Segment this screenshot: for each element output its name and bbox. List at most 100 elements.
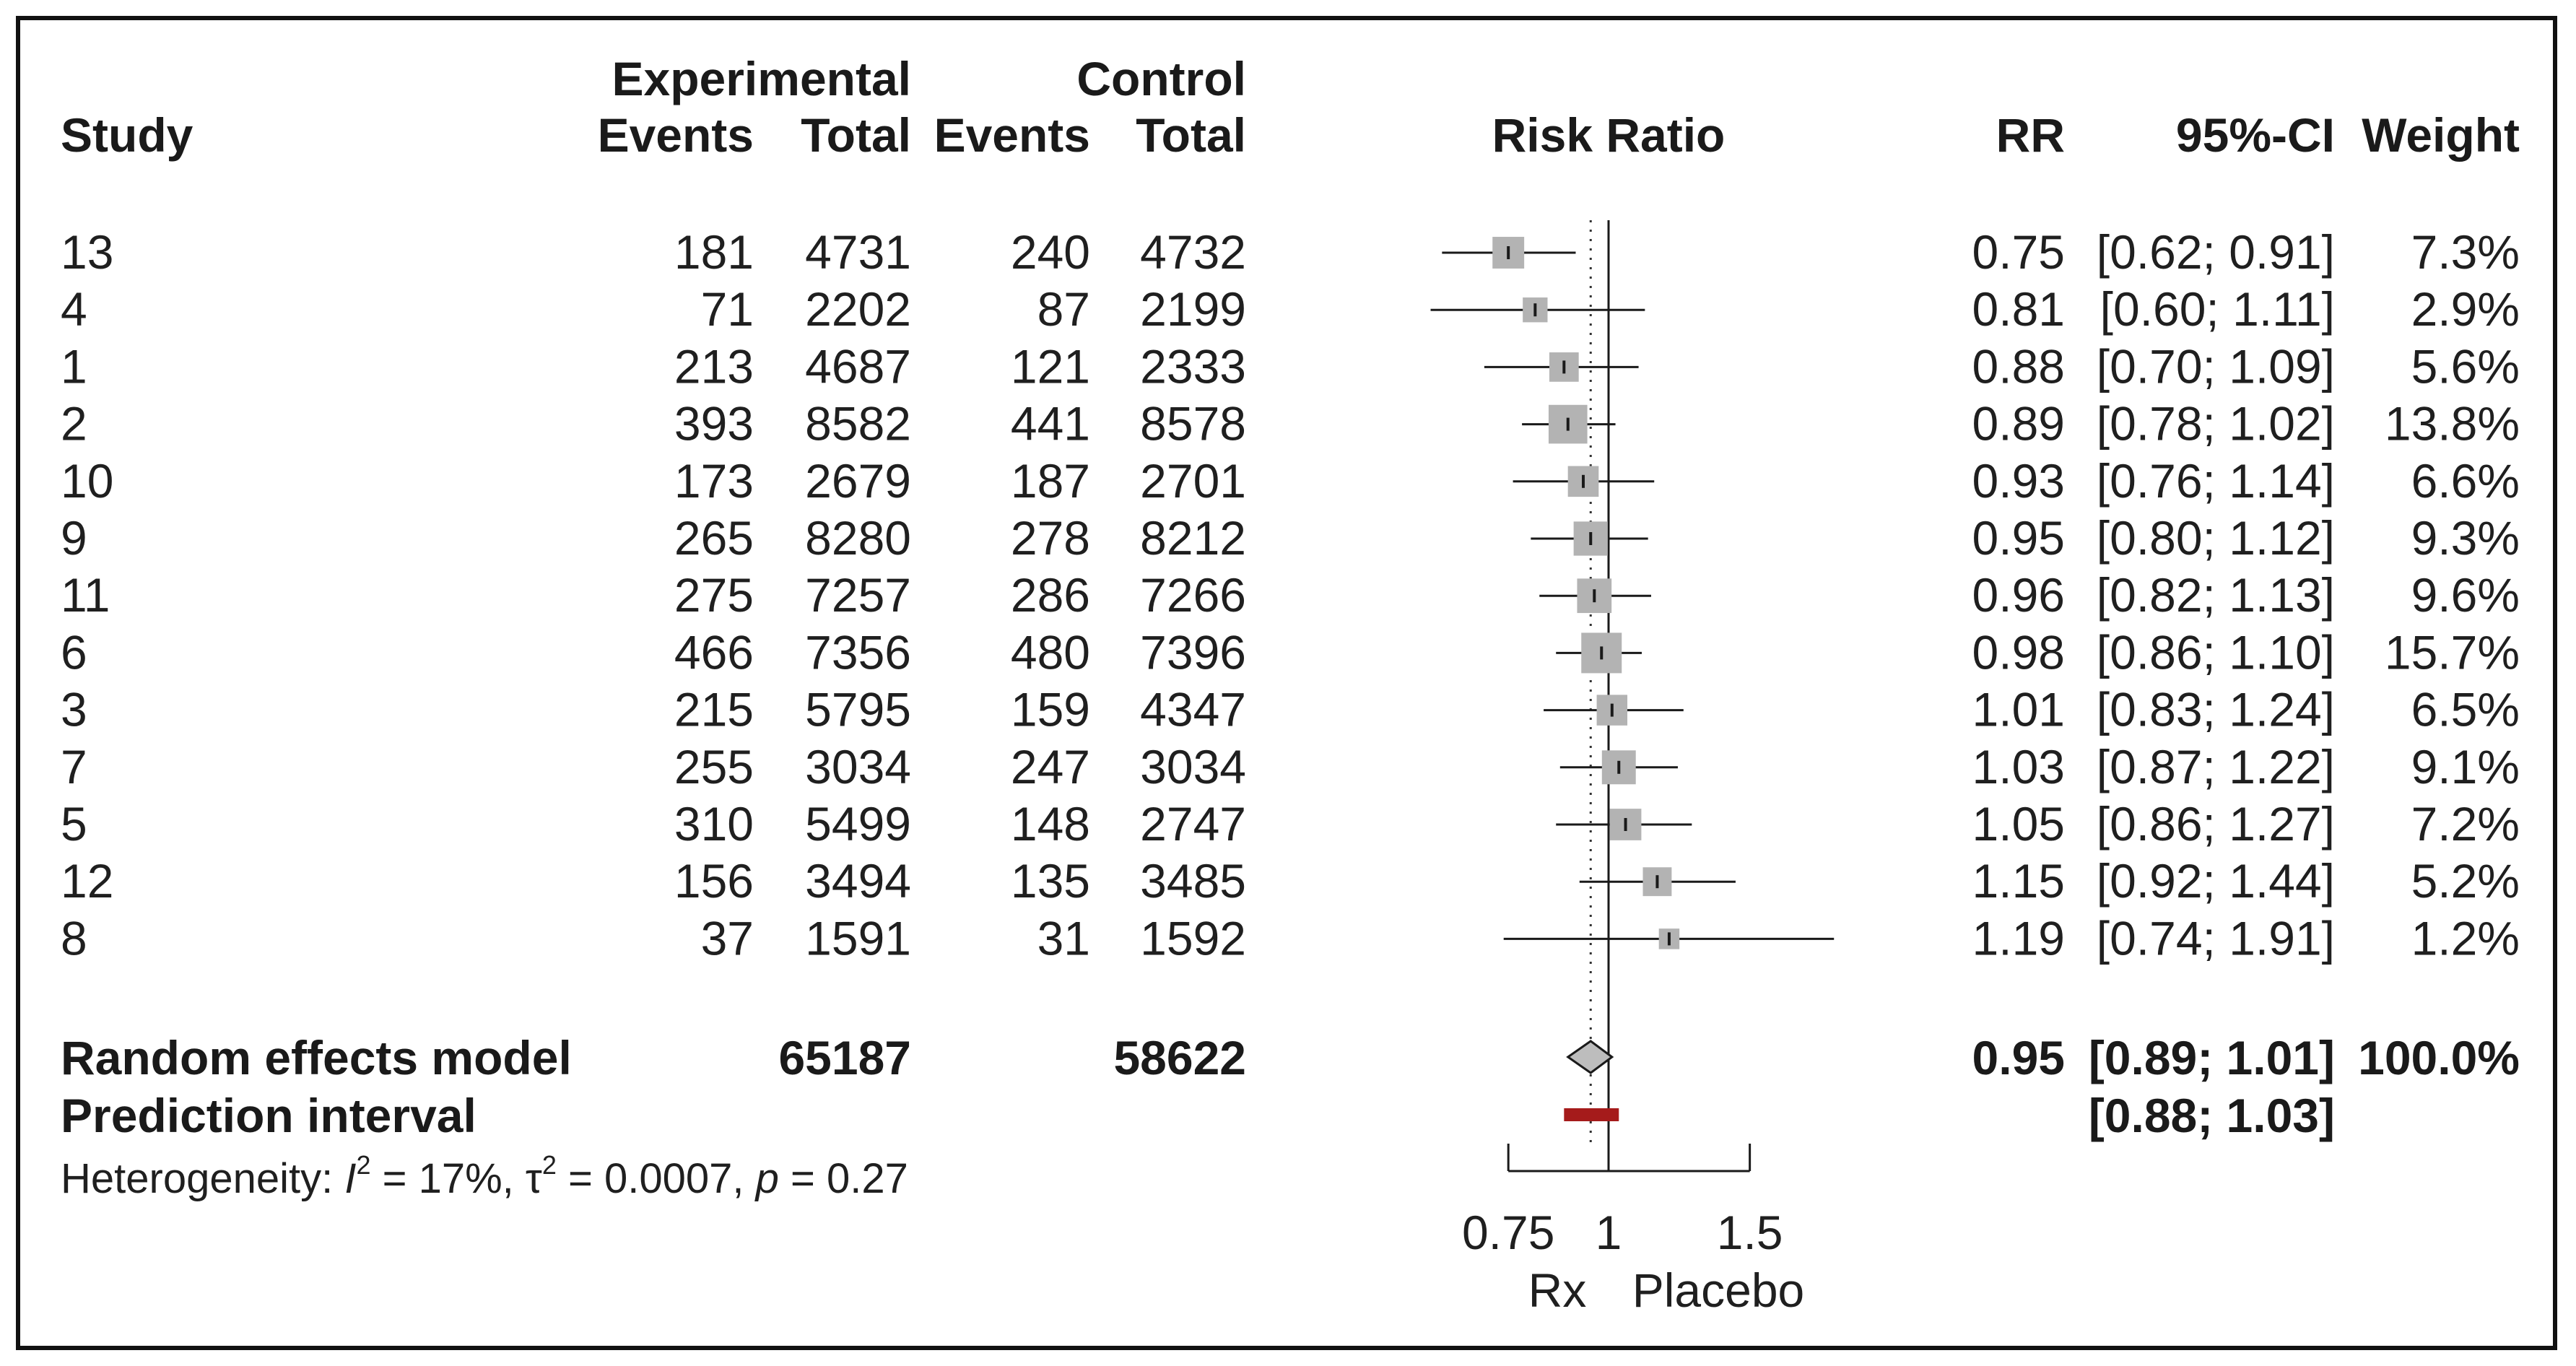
exp-events-value: 181 — [674, 225, 754, 279]
ci-value: [0.60; 1.11] — [2100, 282, 2335, 336]
rr-value: 0.75 — [1972, 225, 2065, 279]
header-experimental: Experimental — [612, 52, 912, 105]
rr-value: 0.98 — [1972, 625, 2065, 679]
header-plot-title: Risk Ratio — [1492, 108, 1726, 162]
study-label: 6 — [61, 625, 87, 679]
ctl-total-value: 1592 — [1140, 911, 1246, 965]
pooled-ctl-total: 58622 — [1113, 1031, 1246, 1084]
exp-events-value: 393 — [674, 397, 754, 451]
rr-value: 0.93 — [1972, 454, 2065, 508]
study-label: 10 — [61, 454, 113, 508]
x-axis: 0.75 1 1.5 — [1462, 1144, 1783, 1259]
study-label: 5 — [61, 797, 87, 851]
plot-area — [1430, 220, 1835, 1148]
pooled-label: Random effects model — [61, 1031, 572, 1084]
weight-value: 15.7% — [2385, 625, 2520, 679]
prediction-interval-bar — [1564, 1108, 1619, 1121]
rr-value: 1.05 — [1972, 797, 2065, 851]
ctl-total-value: 7396 — [1140, 625, 1246, 679]
ci-value: [0.86; 1.27] — [2097, 797, 2335, 851]
weight-value: 9.6% — [2411, 568, 2520, 622]
study-label: 1 — [61, 339, 87, 393]
exp-total-value: 3034 — [805, 740, 911, 793]
header-ctl-events: Events — [934, 108, 1090, 162]
header-rr: RR — [1996, 108, 2065, 162]
header-ci: 95%-CI — [2176, 108, 2335, 162]
exp-events-value: 310 — [674, 797, 754, 851]
x-tick-label: 1.5 — [1717, 1206, 1783, 1259]
p-value: = 0.27 — [779, 1155, 908, 1202]
ci-value: [0.70; 1.09] — [2097, 339, 2335, 393]
study-label: 2 — [61, 397, 87, 451]
heterogeneity-prefix: Heterogeneity: — [61, 1155, 344, 1202]
exp-total-value: 8280 — [805, 511, 911, 565]
ci-value: [0.86; 1.10] — [2097, 625, 2335, 679]
ctl-events-value: 480 — [1011, 625, 1090, 679]
rr-value: 0.89 — [1972, 397, 2065, 451]
exp-events-value: 173 — [674, 454, 754, 508]
ctl-total-value: 4347 — [1140, 683, 1246, 736]
table-header: Study Experimental Control Events Total … — [61, 52, 2520, 162]
ctl-events-value: 87 — [1037, 282, 1090, 336]
exp-events-value: 215 — [674, 683, 754, 736]
rr-value: 0.95 — [1972, 511, 2065, 565]
ctl-events-value: 135 — [1011, 854, 1090, 908]
ctl-events-value: 121 — [1011, 339, 1090, 393]
study-label: 9 — [61, 511, 87, 565]
i2-superscript: 2 — [356, 1150, 370, 1180]
weight-value: 9.1% — [2411, 740, 2520, 793]
ctl-events-value: 31 — [1037, 911, 1090, 965]
study-rows: 13 181 4731 240 4732 0.75 [0.62; 0.91] 7.3%4 71 2… — [61, 225, 2520, 965]
ctl-events-value: 159 — [1011, 683, 1090, 736]
ci-value: [0.87; 1.22] — [2097, 740, 2335, 793]
exp-total-value: 4687 — [805, 339, 911, 393]
x-tick-label: 0.75 — [1462, 1206, 1554, 1259]
ctl-total-value: 4732 — [1140, 225, 1246, 279]
ci-value: [0.62; 0.91] — [2097, 225, 2335, 279]
ci-value: [0.83; 1.24] — [2097, 683, 2335, 736]
pooled-weight: 100.0% — [2358, 1031, 2520, 1084]
study-label: 8 — [61, 911, 87, 965]
prediction-ci: [0.88; 1.03] — [2089, 1089, 2335, 1142]
exp-total-value: 1591 — [805, 911, 911, 965]
ci-value: [0.92; 1.44] — [2097, 854, 2335, 908]
tau2-superscript: 2 — [542, 1150, 557, 1180]
x-label-right: Placebo — [1632, 1263, 1805, 1317]
prediction-label: Prediction interval — [61, 1089, 477, 1142]
rr-value: 0.81 — [1972, 282, 2065, 336]
exp-total-value: 7257 — [805, 568, 911, 622]
exp-total-value: 4731 — [805, 225, 911, 279]
rr-value: 1.01 — [1972, 683, 2065, 736]
weight-value: 6.6% — [2411, 454, 2520, 508]
weight-value: 13.8% — [2385, 397, 2520, 451]
exp-total-value: 5795 — [805, 683, 911, 736]
ctl-events-value: 286 — [1011, 568, 1090, 622]
weight-value: 2.9% — [2411, 282, 2520, 336]
exp-total-value: 5499 — [805, 797, 911, 851]
weight-value: 6.5% — [2411, 683, 2520, 736]
ctl-events-value: 240 — [1011, 225, 1090, 279]
pooled-rows: Random effects model 65187 58622 0.95 [0… — [61, 1031, 2520, 1142]
ctl-events-value: 247 — [1011, 740, 1090, 793]
study-label: 12 — [61, 854, 113, 908]
exp-total-value: 8582 — [805, 397, 911, 451]
weight-value: 7.3% — [2411, 225, 2520, 279]
exp-total-value: 2202 — [805, 282, 911, 336]
rr-value: 1.19 — [1972, 911, 2065, 965]
exp-events-value: 275 — [674, 568, 754, 622]
ci-value: [0.76; 1.14] — [2097, 454, 2335, 508]
exp-events-value: 156 — [674, 854, 754, 908]
ctl-total-value: 2747 — [1140, 797, 1246, 851]
ctl-total-value: 3485 — [1140, 854, 1246, 908]
header-weight: Weight — [2362, 108, 2520, 162]
exp-events-value: 265 — [674, 511, 754, 565]
exp-total-value: 7356 — [805, 625, 911, 679]
weight-value: 7.2% — [2411, 797, 2520, 851]
header-exp-total: Total — [801, 108, 911, 162]
x-tick-label: 1 — [1596, 1206, 1622, 1259]
ctl-total-value: 8578 — [1140, 397, 1246, 451]
exp-events-value: 466 — [674, 625, 754, 679]
ctl-total-value: 2333 — [1140, 339, 1246, 393]
exp-events-value: 255 — [674, 740, 754, 793]
study-label: 4 — [61, 282, 87, 336]
